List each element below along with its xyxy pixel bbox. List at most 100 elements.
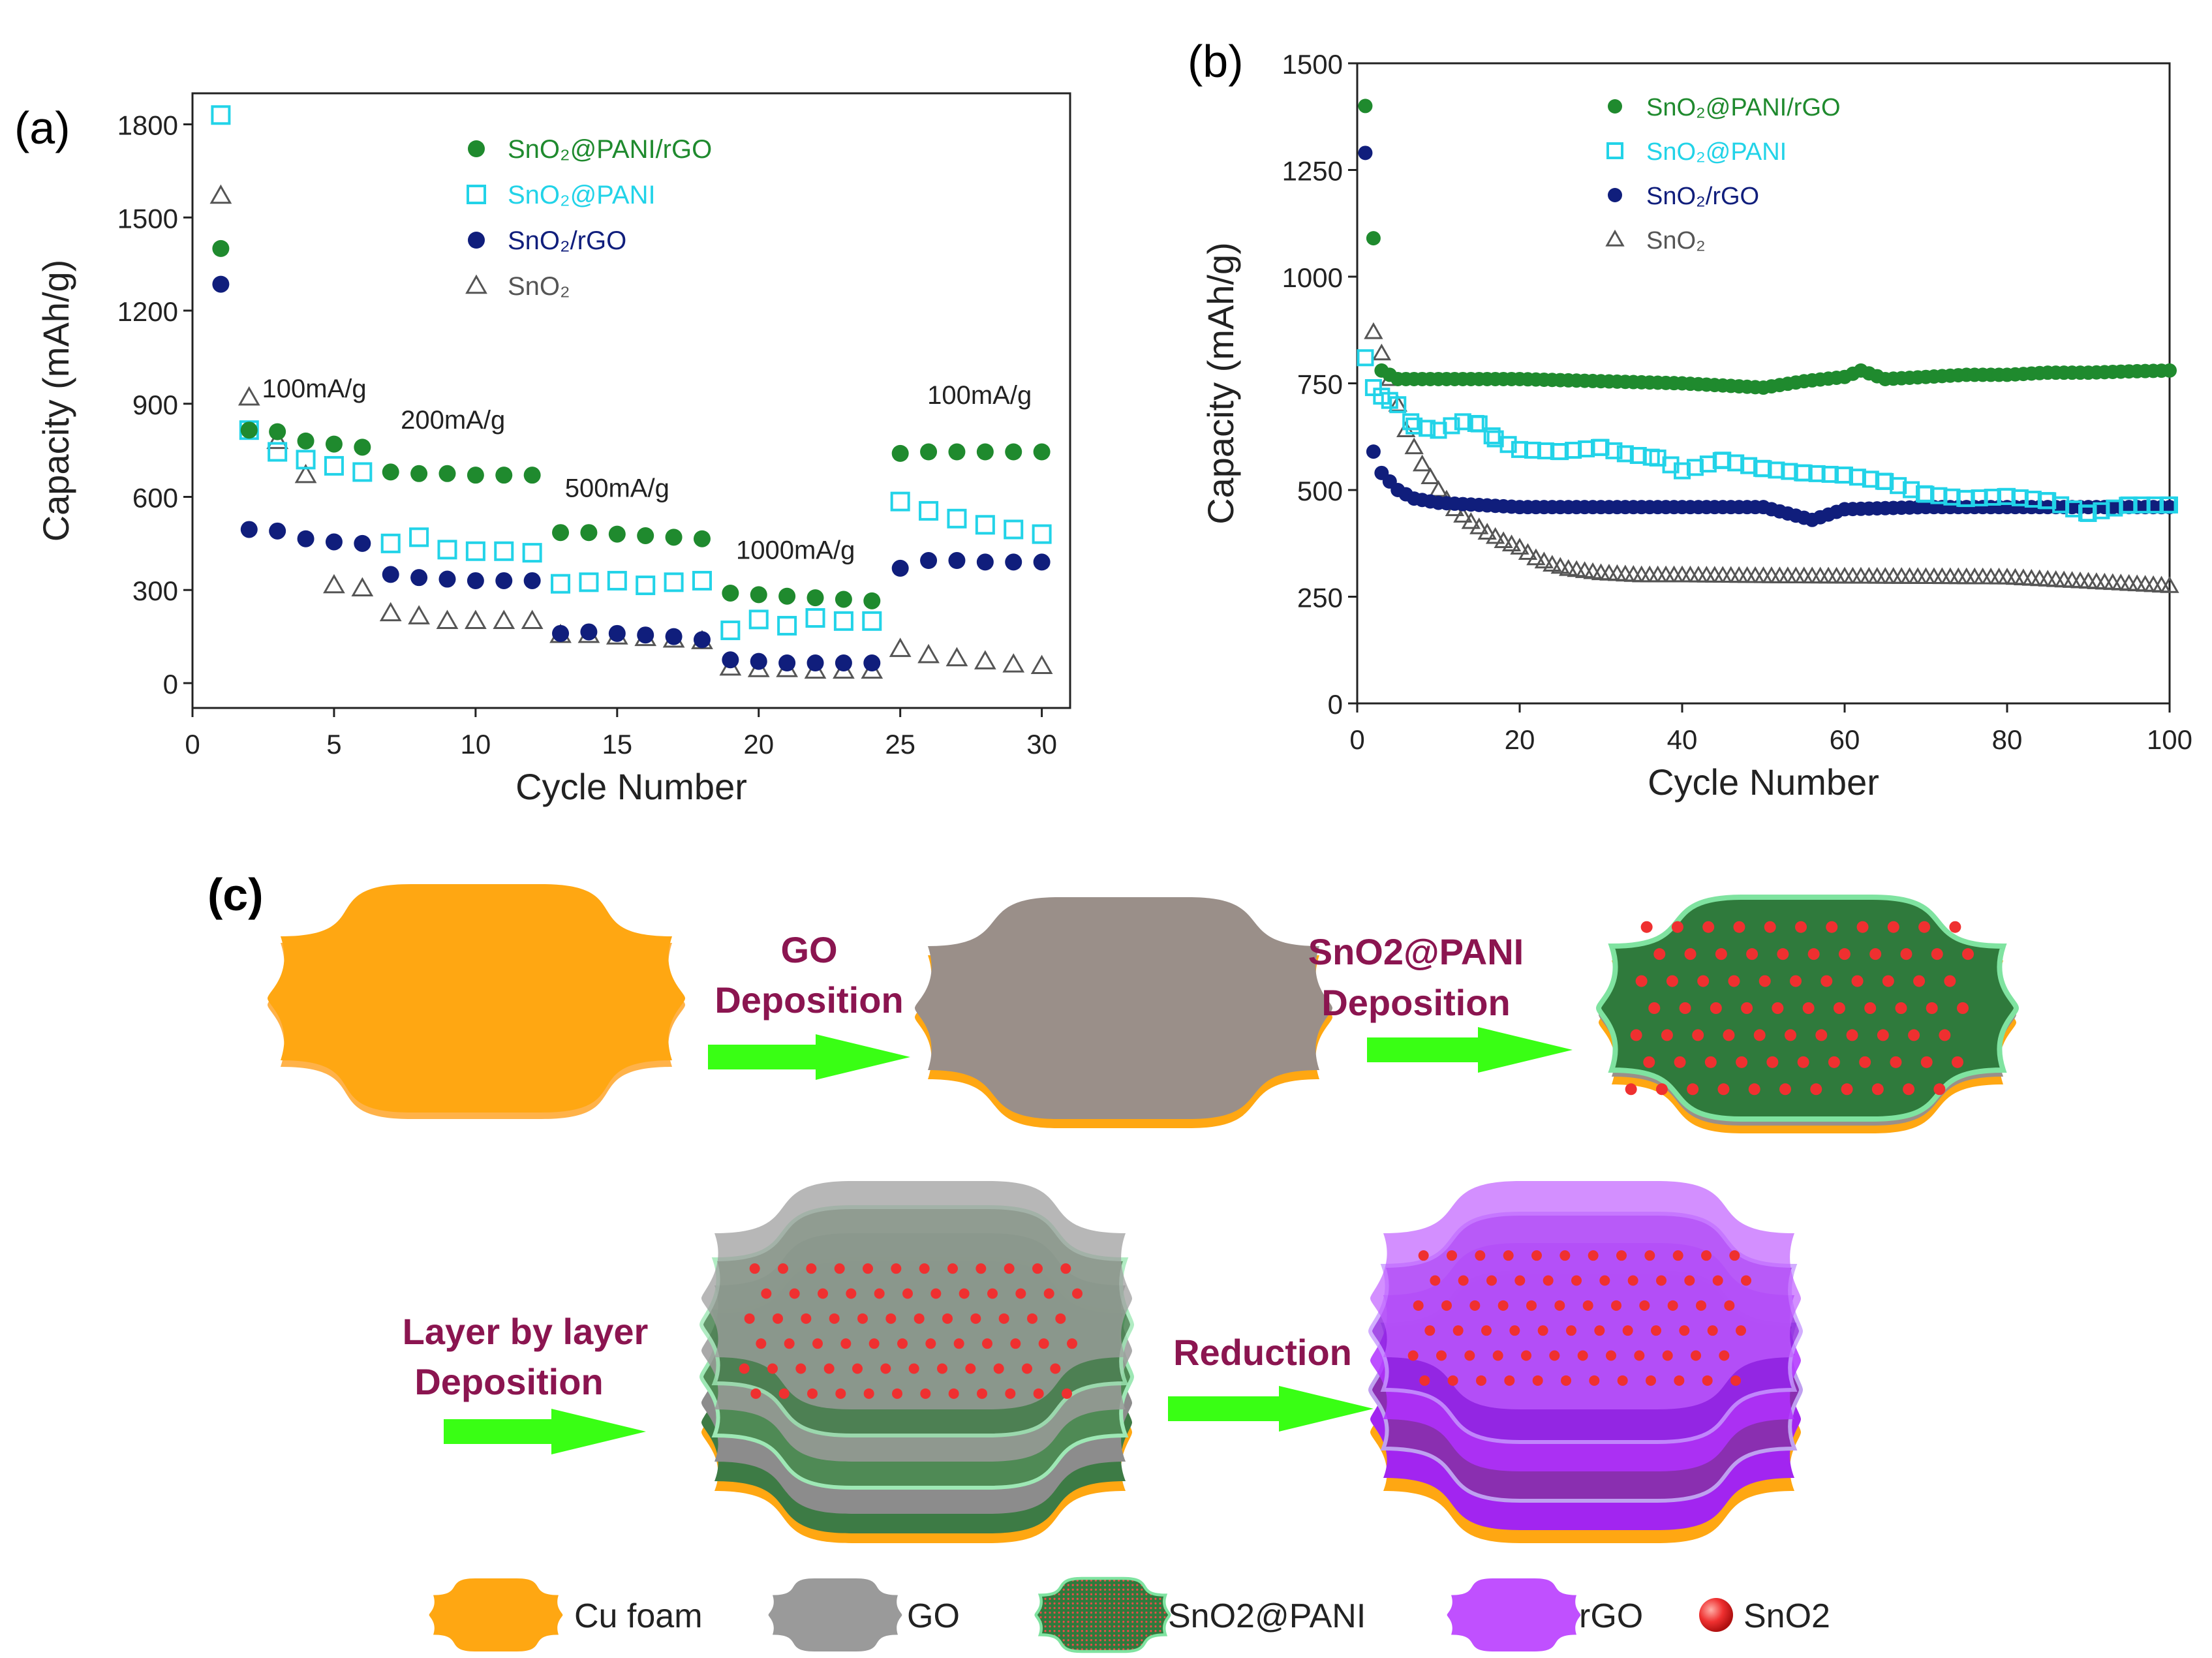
- y-axis-label: Capacity (mAh/g): [35, 260, 76, 542]
- y-tick-label: 1200: [117, 296, 178, 327]
- sno2-particle: [874, 1288, 885, 1299]
- data-point: [1494, 531, 1513, 549]
- arrow-go: [708, 1034, 910, 1080]
- sno2-particle: [1639, 1300, 1650, 1311]
- sno2-particle: [1772, 1002, 1784, 1014]
- panel-b-label: (b): [1188, 36, 1244, 87]
- sno2-particle: [1746, 948, 1759, 960]
- legend-marker: [468, 232, 485, 249]
- data-point: [1402, 413, 1420, 431]
- sno2-particle: [1452, 1325, 1464, 1336]
- data-point: [1890, 477, 1907, 495]
- sno2-particle: [1759, 975, 1771, 987]
- sno2-particle: [1010, 1338, 1021, 1349]
- data-point: [1971, 489, 1988, 507]
- sno2-particle: [1748, 1083, 1760, 1096]
- data-point: [1686, 459, 1704, 476]
- sno2-particle: [1537, 1325, 1548, 1336]
- data-point: [778, 587, 796, 605]
- data-point: [2080, 504, 2097, 522]
- data-point: [722, 651, 739, 669]
- sno2-particle: [1687, 1083, 1699, 1096]
- rate-annotation: 100mA/g: [262, 375, 367, 403]
- sno2-particle: [1908, 1029, 1920, 1041]
- sno2-particle: [750, 1388, 761, 1399]
- sno2-particle: [1430, 1275, 1441, 1286]
- sno2-particle: [1571, 1275, 1582, 1286]
- x-tick-label: 20: [1505, 724, 1535, 755]
- sno2-particle: [1022, 1363, 1032, 1374]
- legend-marker: [467, 185, 486, 204]
- sno2-particle: [1640, 921, 1653, 933]
- data-point: [2120, 496, 2138, 514]
- sno2-particle: [930, 1288, 942, 1299]
- sno2-particle: [1890, 1056, 1902, 1068]
- sno2-particle: [897, 1338, 908, 1349]
- sno2-particle: [1944, 975, 1956, 987]
- data-point: [467, 467, 484, 484]
- sno2-particle: [1815, 1029, 1828, 1041]
- data-point: [1753, 566, 1774, 583]
- data-point: [1524, 441, 1541, 459]
- data-point: [889, 637, 912, 657]
- sno2-particle: [863, 1388, 874, 1399]
- step-sno2pani-line1: SnO2@PANI: [1308, 931, 1524, 972]
- data-point: [1851, 566, 1871, 584]
- sno2-particle: [1797, 1056, 1809, 1068]
- data-point: [1592, 438, 1610, 456]
- sno2-particle: [1521, 1350, 1531, 1361]
- data-point: [1770, 566, 1790, 583]
- sno2-particle: [1785, 1029, 1796, 1041]
- data-point: [1453, 506, 1473, 523]
- sno2-particle: [1920, 1056, 1933, 1068]
- x-tick-label: 100: [2147, 724, 2192, 755]
- sno2-particle: [1741, 1275, 1751, 1286]
- data-point: [1366, 231, 1381, 246]
- data-point: [1941, 567, 1960, 585]
- sno2-particle: [834, 1263, 845, 1274]
- data-point: [1656, 565, 1676, 583]
- data-point: [1005, 553, 1022, 571]
- sno2-particle: [1469, 1300, 1481, 1311]
- sno2-particle: [1730, 1375, 1741, 1386]
- sno2-particle: [1790, 975, 1802, 987]
- data-point: [805, 608, 825, 628]
- sno2-particle: [1859, 1056, 1871, 1068]
- data-point: [1406, 417, 1423, 435]
- data-point: [521, 609, 544, 630]
- sno2-particle: [1701, 1250, 1712, 1261]
- data-point: [1364, 322, 1383, 339]
- legend-cu-foam-swatch: [429, 1578, 563, 1651]
- series-SnO₂@PANI: [211, 105, 1052, 641]
- sno2-particle: [1015, 1288, 1026, 1299]
- sno2-particle: [1514, 1275, 1526, 1286]
- data-point: [438, 465, 456, 482]
- step-go-line1: GO: [780, 929, 837, 970]
- sno2-particle: [1674, 1375, 1685, 1386]
- sno2-particle: [1724, 1300, 1735, 1311]
- sno2-particle: [1712, 1275, 1723, 1286]
- data-point: [1004, 519, 1024, 540]
- data-point: [580, 623, 598, 641]
- data-point: [608, 525, 626, 543]
- series-SnO₂/rGO: [212, 275, 1051, 672]
- data-point: [2011, 489, 2029, 506]
- rate-annotation: 200mA/g: [401, 406, 505, 435]
- sno2-particle: [1851, 975, 1864, 987]
- data-point: [1892, 567, 1911, 584]
- sno2-particle: [1662, 1350, 1673, 1361]
- data-point: [1552, 443, 1569, 461]
- sno2-particle: [1656, 1275, 1667, 1286]
- data-point: [1762, 566, 1781, 583]
- x-tick-label: 20: [743, 729, 774, 760]
- sno2-particle: [863, 1263, 873, 1274]
- sno2-particle: [1561, 1375, 1571, 1386]
- sno2-particle: [749, 1263, 760, 1274]
- sno2-particle: [1492, 1350, 1503, 1361]
- y-tick-label: 750: [1297, 369, 1343, 400]
- sno2-particle: [1707, 1325, 1718, 1336]
- data-point: [693, 530, 711, 547]
- sno2-particle: [937, 1363, 947, 1374]
- data-point: [1973, 567, 1993, 585]
- sno2-particle: [1646, 1375, 1656, 1386]
